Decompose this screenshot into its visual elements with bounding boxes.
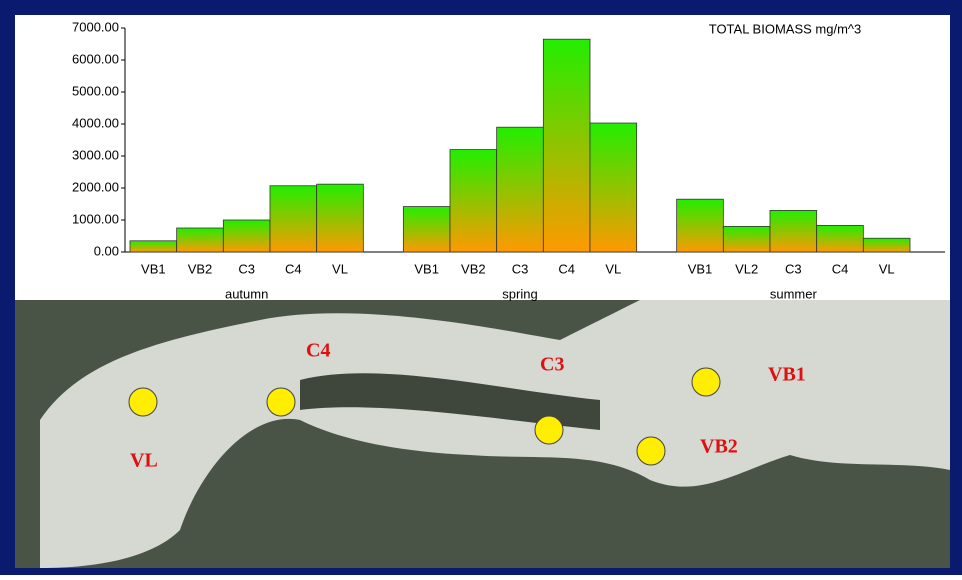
x-tick-label: VB1 [414, 261, 439, 276]
bar [176, 227, 224, 253]
x-tick-label: VL [332, 261, 348, 276]
site-label: VL [130, 450, 158, 472]
x-tick-label: C3 [238, 261, 255, 276]
bar [316, 183, 364, 253]
chart-title: TOTAL BIOMASS mg/m^3 [709, 21, 862, 36]
y-tick-label: 3000.00 [72, 147, 119, 162]
bar [722, 225, 771, 253]
x-tick-label: VB1 [688, 261, 713, 276]
site-label: C3 [540, 354, 564, 376]
x-tick-label: VL [605, 261, 621, 276]
x-tick-label: C4 [285, 261, 302, 276]
x-tick-label: C3 [785, 261, 802, 276]
bar [402, 206, 451, 253]
site-marker [691, 367, 721, 397]
site-marker [534, 415, 564, 445]
bar [269, 185, 318, 253]
x-tick-label: C4 [832, 261, 849, 276]
y-tick-label: 4000.00 [72, 115, 119, 130]
x-tick-label: C3 [512, 261, 529, 276]
group-label: summer [770, 286, 818, 301]
bar [542, 38, 591, 253]
bar [862, 237, 911, 253]
x-tick-label: VB1 [141, 261, 166, 276]
group-label: spring [502, 286, 537, 301]
y-tick-label: 7000.00 [72, 19, 119, 34]
site-label: VB1 [768, 364, 806, 386]
y-tick-label: 0.00 [94, 243, 119, 258]
bar [589, 122, 638, 253]
bar [129, 240, 178, 253]
y-tick-label: 1000.00 [72, 211, 119, 226]
site-label: C4 [306, 340, 330, 362]
bar [496, 126, 544, 253]
bar [449, 149, 498, 253]
bar [816, 225, 864, 253]
bar [676, 198, 724, 253]
x-tick-label: C4 [558, 261, 575, 276]
bar [222, 219, 271, 253]
site-marker [636, 436, 666, 466]
bar [769, 209, 818, 253]
x-tick-label: VB2 [188, 261, 213, 276]
x-tick-label: VB2 [461, 261, 486, 276]
x-tick-label: VL2 [735, 261, 758, 276]
group-label: autumn [225, 286, 268, 301]
site-marker [266, 387, 296, 417]
site-label: VB2 [700, 436, 738, 458]
y-tick-label: 5000.00 [72, 83, 119, 98]
water [40, 300, 950, 568]
map: VL C4 C3 VB1 VB2 [15, 300, 950, 568]
y-tick-label: 2000.00 [72, 179, 119, 194]
x-tick-label: VL [879, 261, 895, 276]
land [300, 373, 600, 430]
y-tick-label: 6000.00 [72, 51, 119, 66]
site-marker [128, 387, 158, 417]
